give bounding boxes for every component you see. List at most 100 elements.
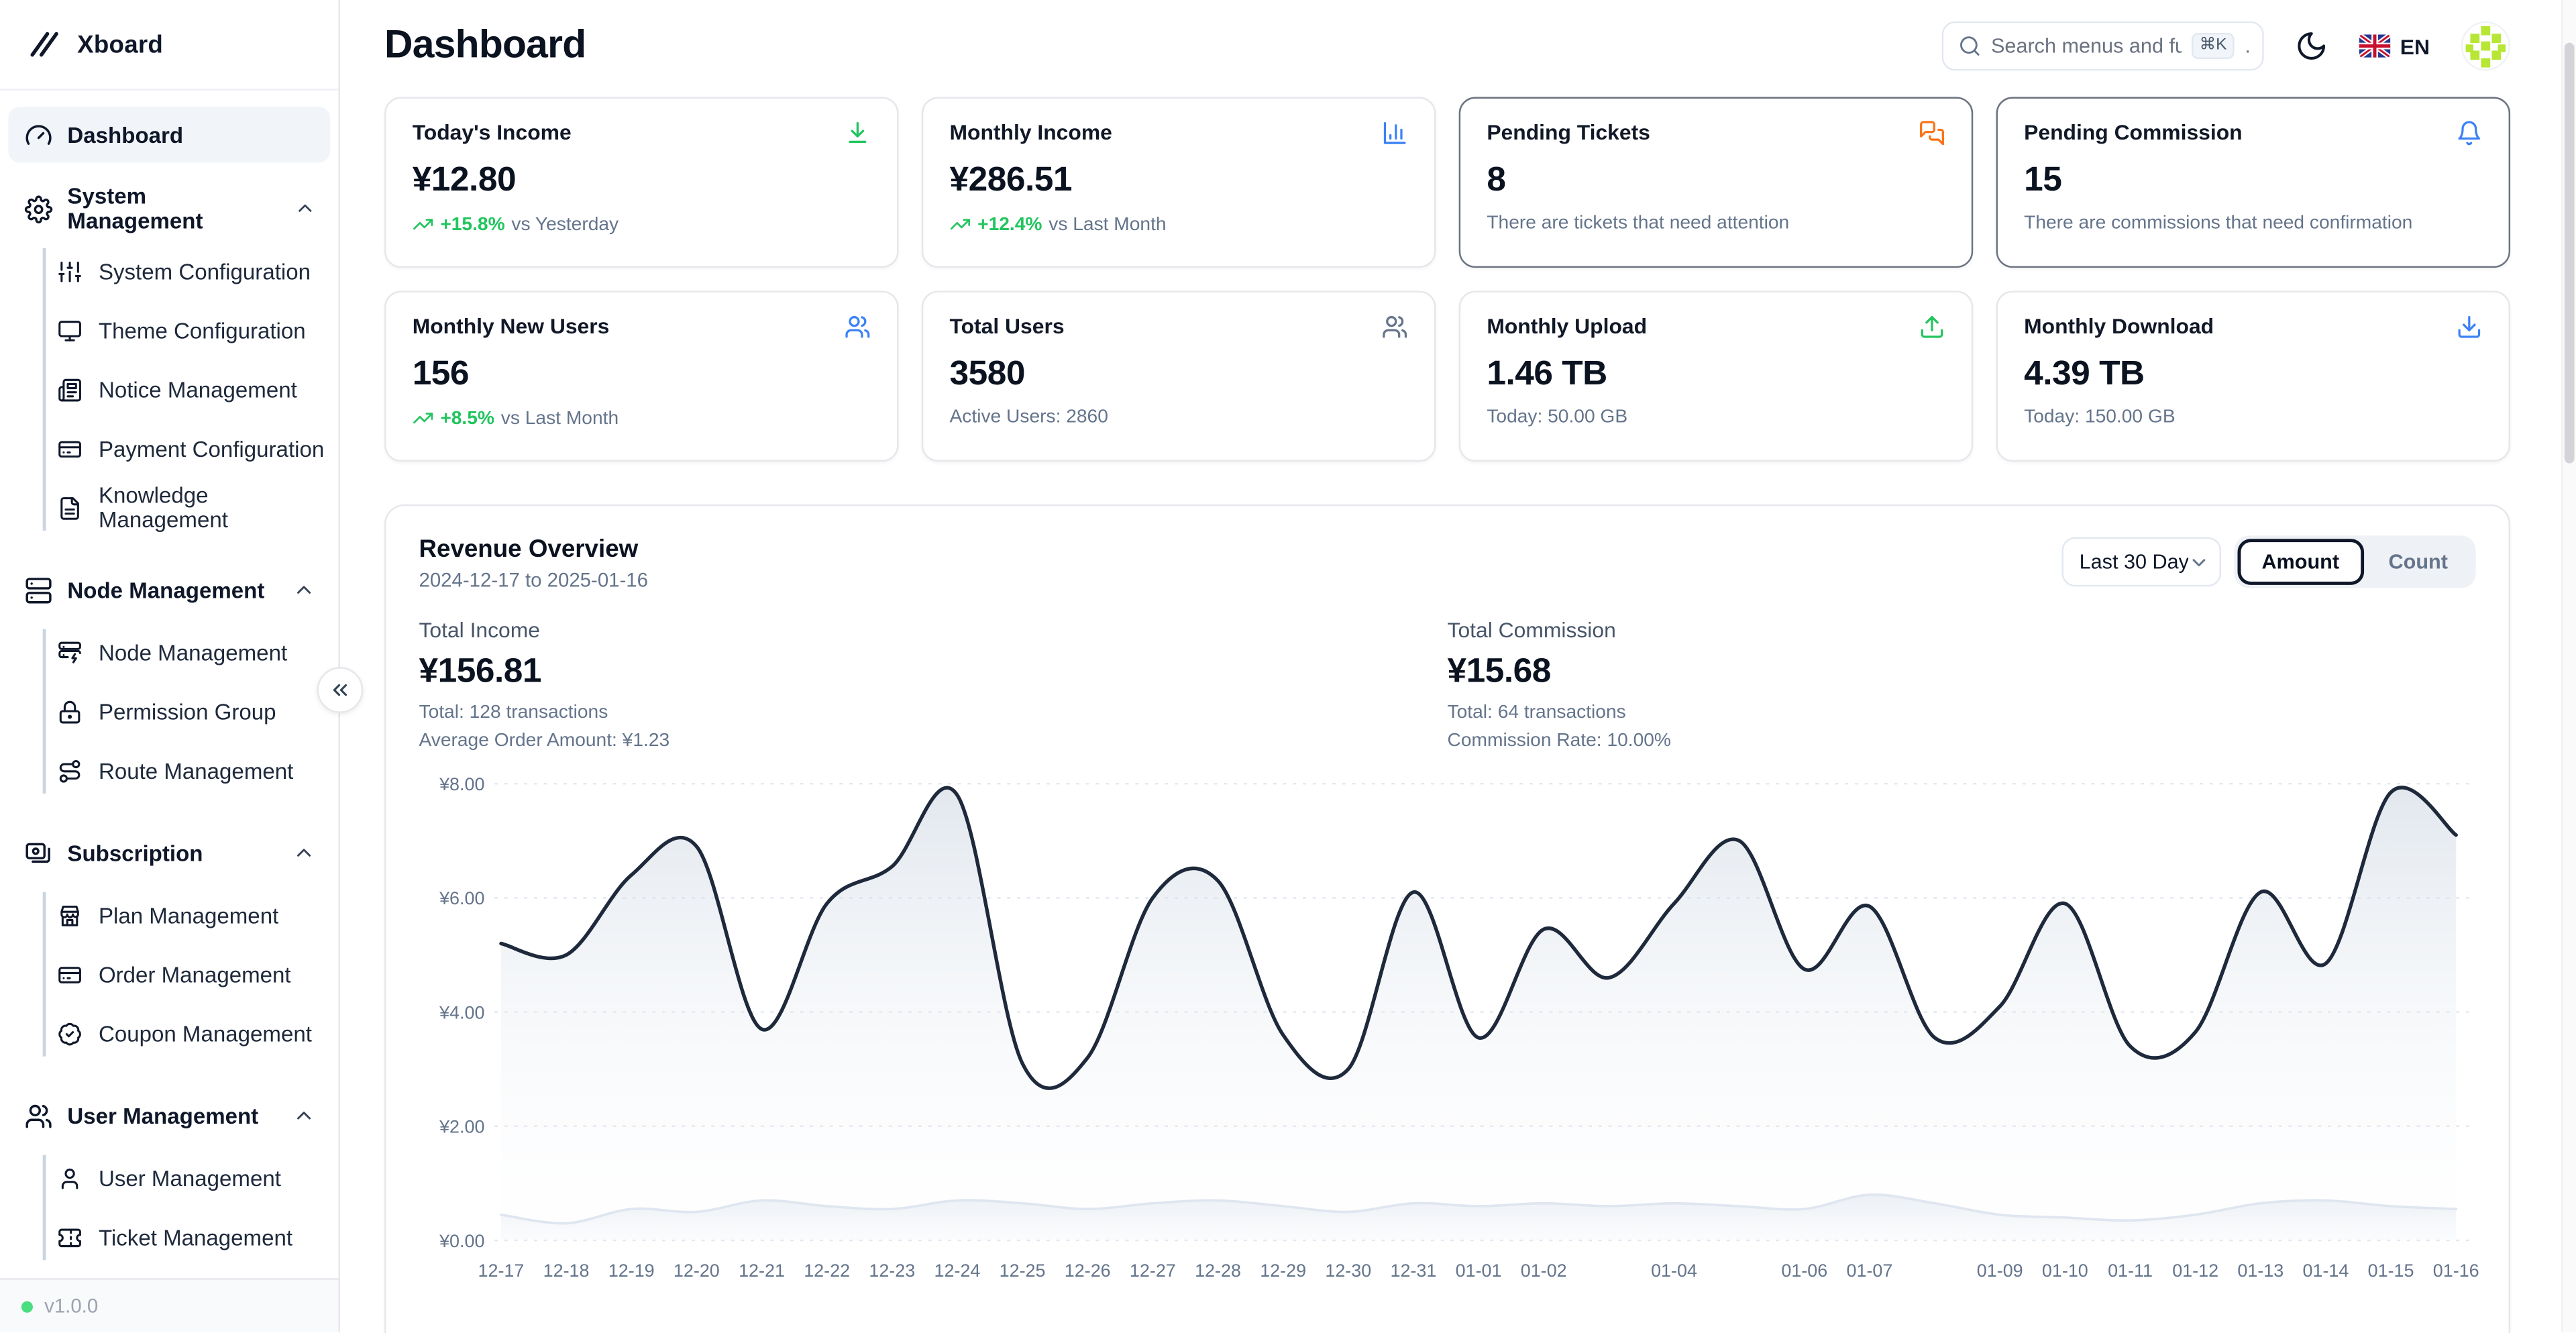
commission-rate: Commission Rate: 10.00% [1447, 731, 1671, 751]
lock-icon [58, 699, 83, 724]
sidebar-item-permission-group[interactable]: Permission Group [0, 682, 338, 741]
stat-card-today-s-income[interactable]: Today's Income ¥12.80 +15.8% vs Yesterday [384, 97, 899, 268]
stat-cards-row-1: Today's Income ¥12.80 +15.8% vs Yesterday Mo… [384, 97, 2511, 268]
sidebar-section-header-node-management[interactable]: Node Management [0, 560, 338, 619]
monitor-icon [58, 318, 83, 343]
stat-cards-row-2: Monthly New Users 156 +8.5% vs Last Month To… [384, 290, 2511, 462]
language-selector[interactable]: EN [2359, 34, 2430, 58]
x-axis-tick: 01-06 [1781, 1261, 1827, 1281]
sidebar-item-node-management[interactable]: Node Management [0, 623, 338, 682]
uk-flag-icon [2359, 34, 2391, 58]
sidebar-item-label: Knowledge Management [98, 483, 228, 533]
upload-icon [1919, 314, 1945, 340]
total-commission-label: Total Commission [1447, 617, 1616, 643]
toggle-amount-button[interactable]: Amount [2237, 539, 2364, 585]
change-note: vs Last Month [500, 408, 619, 428]
brand[interactable]: Xboard [0, 0, 339, 91]
sidebar-collapse-button[interactable] [317, 667, 364, 713]
gauge-icon [25, 121, 53, 149]
search-icon [1958, 34, 1981, 57]
x-axis-tick: 01-07 [1847, 1261, 1893, 1281]
sidebar-item-label: Ticket Management [98, 1224, 293, 1250]
total-commission-block: Total Commission ¥15.68 Total: 64 transa… [1448, 618, 2476, 751]
avatar[interactable] [2461, 21, 2511, 71]
sidebar-item-label: User Management [98, 1165, 281, 1191]
wallet-cards-icon [25, 839, 53, 867]
x-axis-tick: 01-11 [2108, 1261, 2153, 1281]
dark-mode-toggle[interactable] [2295, 30, 2328, 62]
sidebar-item-label: Route Management [98, 758, 294, 783]
total-income-transactions: Total: 128 transactions [419, 703, 608, 723]
total-commission-value: ¥15.68 [1447, 652, 1552, 690]
sidebar-nav: Dashboard System Management System Configu… [0, 91, 338, 1273]
sidebar-item-payment-configuration[interactable]: Payment Configuration [0, 419, 338, 478]
search-input[interactable]: Search menus and functions ⌘K . [1941, 21, 2264, 71]
sidebar-item-user-management[interactable]: User Management [0, 1149, 338, 1208]
x-axis-tick: 12-26 [1065, 1261, 1111, 1281]
total-income-label: Total Income [419, 617, 540, 643]
y-axis-tick: ¥8.00 [439, 774, 484, 794]
bell-icon [2456, 120, 2482, 146]
stat-card-monthly-income[interactable]: Monthly Income ¥286.51 +12.4% vs Last Month [921, 97, 1436, 268]
sidebar-item-notice-management[interactable]: Notice Management [0, 360, 338, 419]
topbar: Dashboard Search menus and functions ⌘K … [340, 0, 2576, 71]
sidebar-item-knowledge-management[interactable]: Knowledge Management [0, 478, 338, 537]
sidebar-item-coupon-management[interactable]: Coupon Management [0, 1004, 338, 1063]
search-placeholder: Search menus and functions [1991, 34, 2182, 58]
x-axis-tick: 01-13 [2237, 1261, 2284, 1281]
change-percent: +8.5% [440, 408, 494, 428]
chevron-up-icon [292, 578, 315, 601]
card-value: 4.39 TB [2024, 354, 2145, 393]
chevron-up-icon [292, 841, 315, 864]
sidebar-section-header-system-management[interactable]: System Management [0, 179, 338, 238]
stat-card-monthly-upload[interactable]: Monthly Upload 1.46 TB Today: 50.00 GB [1458, 290, 1974, 462]
total-income-block: Total Income ¥156.81 Total: 128 transact… [419, 618, 1447, 751]
card-title: Total Users [949, 313, 1065, 339]
x-axis-tick: 01-10 [2042, 1261, 2088, 1281]
stat-card-pending-tickets[interactable]: Pending Tickets 8 There are tickets that n… [1458, 97, 1974, 268]
sidebar-item-order-management[interactable]: Order Management [0, 945, 338, 1004]
sidebar-item-route-management[interactable]: Route Management [0, 741, 338, 800]
total-commission-transactions: Total: 64 transactions [1447, 703, 1626, 723]
revenue-title: Revenue Overview [419, 535, 639, 564]
sidebar-item-dashboard[interactable]: Dashboard [8, 107, 331, 163]
card-note: There are tickets that need attention [1487, 213, 1790, 233]
stat-card-monthly-new-users[interactable]: Monthly New Users 156 +8.5% vs Last Month [384, 290, 899, 462]
x-axis-tick: 12-23 [869, 1261, 915, 1281]
sidebar-item-label: Notice Management [98, 377, 297, 402]
page-scrollbar[interactable] [2561, 0, 2576, 1333]
y-axis-tick: ¥4.00 [439, 1002, 484, 1022]
chevron-down-icon [2192, 558, 2205, 566]
server-bolt-icon [58, 640, 83, 665]
x-axis-tick: 12-29 [1260, 1261, 1306, 1281]
trending-up-icon [950, 213, 971, 235]
change-percent: +15.8% [440, 214, 505, 234]
sliders-icon [58, 259, 83, 284]
x-axis-tick: 12-28 [1195, 1261, 1241, 1281]
date-range-select[interactable]: Last 30 Days [2061, 537, 2221, 587]
change-note: vs Yesterday [511, 214, 619, 234]
newspaper-icon [58, 377, 83, 402]
sidebar-item-ticket-management[interactable]: Ticket Management [0, 1208, 338, 1267]
sidebar-item-system-configuration[interactable]: System Configuration [0, 242, 338, 301]
x-axis-tick: 12-31 [1391, 1261, 1437, 1281]
sidebar-item-plan-management[interactable]: Plan Management [0, 886, 338, 945]
stat-card-total-users[interactable]: Total Users 3580 Active Users: 2860 [921, 290, 1436, 462]
scrollbar-thumb[interactable] [2564, 42, 2575, 464]
sidebar-section-node-management: Node Management Node Management Permission… [0, 560, 338, 806]
card-value: ¥286.51 [949, 161, 1073, 199]
stat-card-pending-commission[interactable]: Pending Commission 15 There are commission… [1996, 97, 2511, 268]
toggle-count-button[interactable]: Count [2388, 550, 2448, 574]
stat-card-monthly-download[interactable]: Monthly Download 4.39 TB Today: 150.00 GB [1996, 290, 2511, 462]
sidebar-item-theme-configuration[interactable]: Theme Configuration [0, 301, 338, 360]
x-axis-tick: 12-20 [674, 1261, 720, 1281]
sidebar-item-label: Coupon Management [98, 1021, 312, 1046]
x-axis-tick: 12-18 [543, 1261, 590, 1281]
revenue-date-range: 2024-12-17 to 2025-01-16 [419, 568, 649, 592]
sidebar-section-header-user-management[interactable]: User Management [0, 1086, 338, 1145]
badge-check-icon [58, 1021, 83, 1046]
sidebar: Xboard Dashboard System Management System … [0, 0, 340, 1333]
sidebar-section-header-subscription[interactable]: Subscription [0, 823, 338, 882]
search-placeholder-suffix: . [2245, 34, 2251, 58]
